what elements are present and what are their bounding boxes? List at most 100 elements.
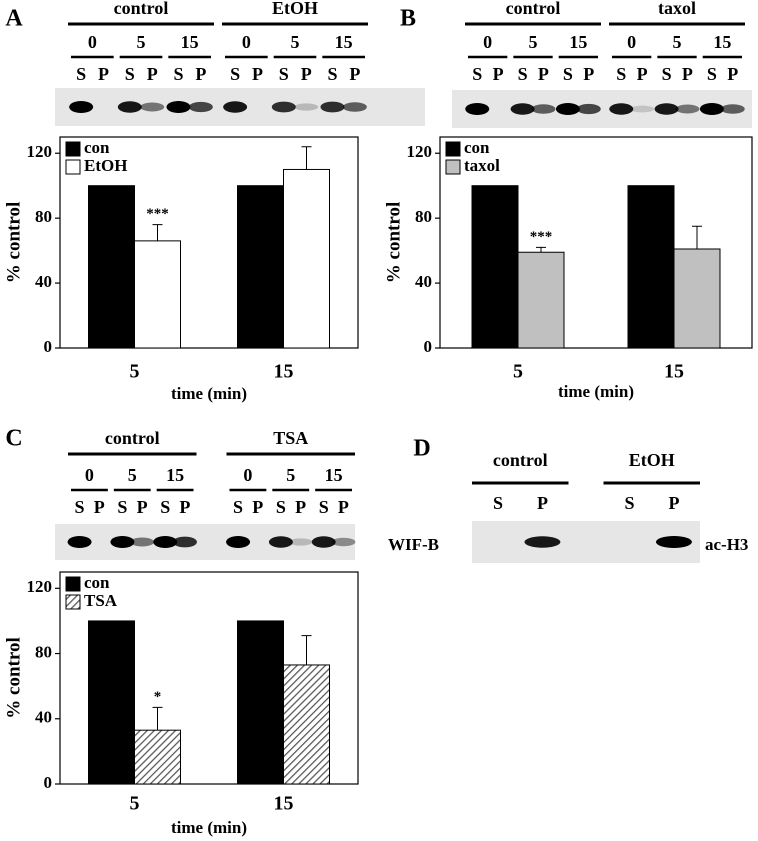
- group-label: TSA: [273, 428, 308, 448]
- lane-label: P: [338, 497, 349, 517]
- panel-letter: C: [5, 426, 22, 452]
- plot-frame: [59, 136, 359, 349]
- lane-label: S: [327, 64, 337, 84]
- lane-label: S: [625, 493, 635, 513]
- bar: [134, 729, 181, 785]
- lane-label: P: [668, 493, 679, 513]
- y-axis-label: % control: [3, 637, 24, 718]
- blot-band: [720, 104, 745, 114]
- legend-label: con: [464, 138, 490, 157]
- error-bar: [301, 635, 312, 665]
- x-axis-label: time (min): [171, 384, 247, 403]
- lane-label: P: [295, 497, 306, 517]
- lane-label: S: [233, 497, 243, 517]
- blot-band: [342, 102, 367, 112]
- x-axis-label: time (min): [558, 382, 634, 401]
- panel-letter: D: [413, 436, 430, 462]
- group-label: control: [114, 0, 169, 18]
- legend-label: con: [84, 573, 110, 592]
- time-label: 15: [325, 465, 343, 485]
- plot-frame: [59, 571, 359, 785]
- bar: [237, 185, 284, 349]
- legend-swatch: [445, 141, 461, 157]
- legend-swatch: [65, 159, 81, 175]
- legend-label: TSA: [84, 591, 118, 610]
- lane-label: S: [493, 493, 503, 513]
- y-tick-label: 40: [415, 272, 432, 291]
- lane-label: P: [349, 64, 360, 84]
- bar: [88, 185, 135, 349]
- x-tick-label: 5: [513, 361, 523, 383]
- y-tick-label: 0: [44, 337, 53, 356]
- time-label: 5: [128, 465, 137, 485]
- blot-band: [117, 101, 142, 113]
- blot-band: [226, 536, 251, 548]
- blot-band: [675, 104, 700, 114]
- lane-label: P: [252, 64, 263, 84]
- blot-band: [654, 103, 679, 115]
- time-label: 15: [569, 32, 587, 52]
- blot-band: [311, 536, 336, 548]
- lane-label: S: [125, 64, 135, 84]
- lane-label: S: [662, 64, 672, 84]
- legend-swatch: [445, 159, 461, 175]
- blot-band: [288, 538, 313, 546]
- lane-label: S: [76, 64, 86, 84]
- group-label: control: [105, 428, 160, 448]
- lane-label: P: [195, 64, 206, 84]
- bar: [283, 664, 330, 785]
- error-bar: [152, 706, 163, 731]
- time-label: 0: [88, 32, 97, 52]
- x-tick-label: 5: [130, 793, 140, 815]
- time-label: 5: [291, 32, 300, 52]
- blot-band: [510, 103, 535, 115]
- plot-frame: [439, 136, 753, 349]
- error-bar: [536, 246, 546, 253]
- blot-band: [630, 105, 655, 113]
- blot-band: [331, 537, 356, 547]
- y-tick-label: 80: [35, 207, 52, 226]
- time-label: 0: [85, 465, 94, 485]
- y-tick-label: 40: [35, 272, 52, 291]
- group-label: EtOH: [272, 0, 318, 18]
- lane-label: P: [727, 64, 738, 84]
- error-bar: [692, 225, 702, 249]
- blot-band: [655, 536, 692, 548]
- lane-label: S: [75, 497, 85, 517]
- group-label: taxol: [658, 0, 696, 18]
- time-label: 15: [335, 32, 353, 52]
- legend-swatch: [65, 141, 81, 157]
- time-label: 15: [181, 32, 199, 52]
- blot-band: [271, 101, 296, 113]
- significance-mark: ***: [146, 206, 169, 222]
- blot-band: [531, 104, 556, 114]
- time-label: 5: [286, 465, 295, 485]
- group-label: control: [506, 0, 561, 18]
- blot-band: [67, 536, 92, 548]
- x-axis-label: time (min): [171, 818, 247, 837]
- blot-band: [465, 103, 490, 115]
- lane-label: S: [707, 64, 717, 84]
- lane-label: P: [137, 497, 148, 517]
- error-bar: [152, 224, 163, 241]
- blot-band: [294, 103, 319, 111]
- y-tick-label: 40: [35, 708, 52, 727]
- legend-label: con: [84, 138, 110, 157]
- legend-label: taxol: [464, 156, 500, 175]
- group-label: control: [493, 450, 548, 470]
- y-tick-label: 120: [27, 142, 53, 161]
- y-axis-label: % control: [383, 202, 404, 283]
- y-tick-label: 80: [35, 642, 52, 661]
- significance-mark: ***: [530, 229, 553, 245]
- time-label: 5: [529, 32, 538, 52]
- bar: [673, 248, 721, 349]
- bar: [283, 168, 330, 349]
- lane-label: P: [252, 497, 263, 517]
- lane-label: S: [279, 64, 289, 84]
- lane-label: S: [616, 64, 626, 84]
- time-label: 0: [243, 465, 252, 485]
- lane-label: S: [472, 64, 482, 84]
- legend-swatch: [65, 594, 81, 610]
- bar: [88, 620, 135, 785]
